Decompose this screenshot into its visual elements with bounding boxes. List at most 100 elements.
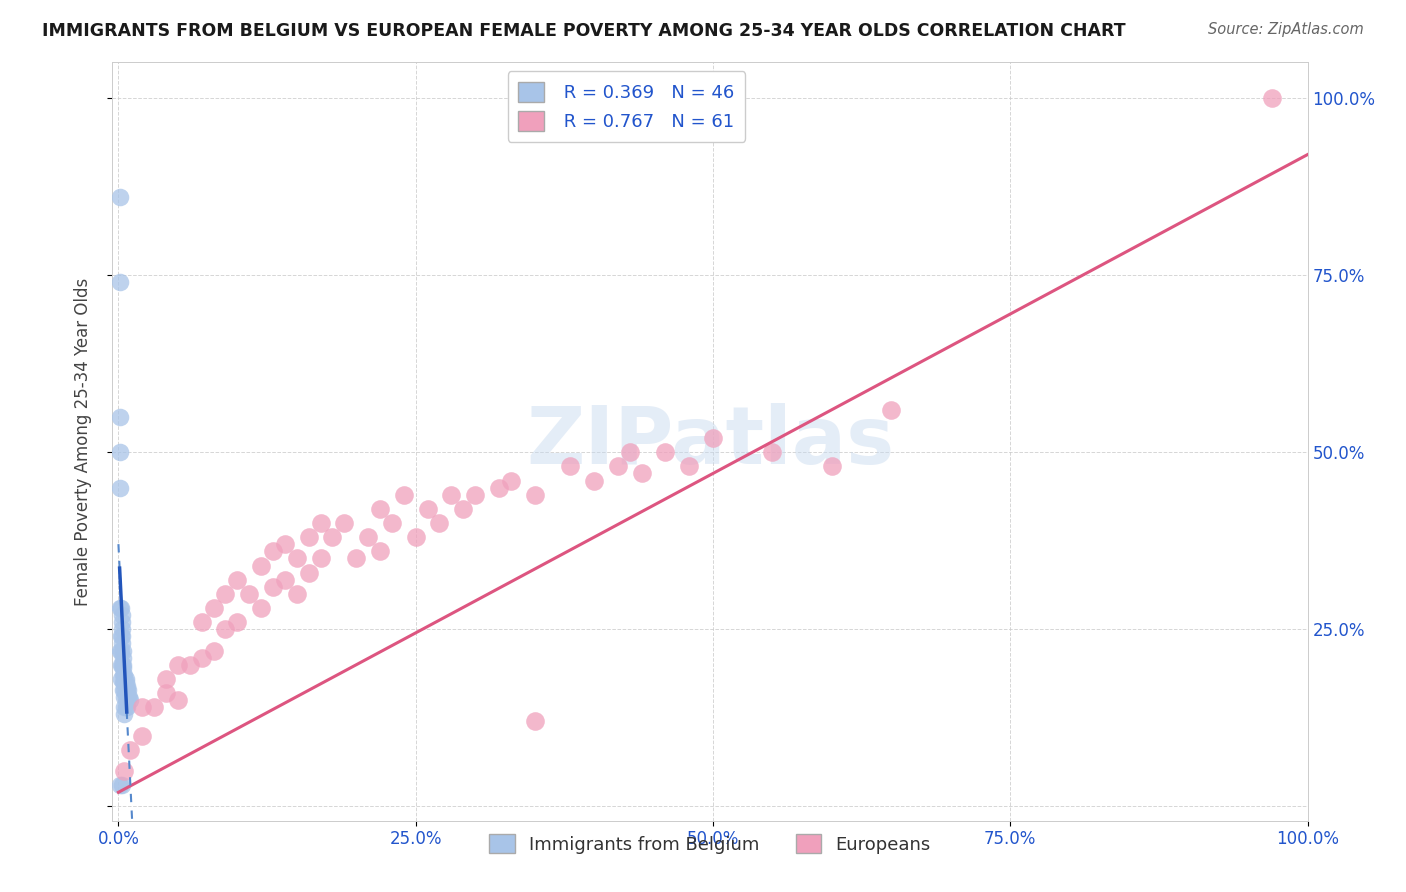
Point bbox=[1261, 91, 1284, 105]
Point bbox=[274, 537, 297, 551]
Point bbox=[111, 778, 134, 792]
Point bbox=[250, 558, 273, 573]
Point bbox=[111, 608, 134, 623]
Point bbox=[118, 690, 141, 704]
Point bbox=[560, 459, 582, 474]
Point bbox=[108, 643, 131, 657]
Point bbox=[238, 587, 260, 601]
Point bbox=[880, 402, 903, 417]
Point bbox=[110, 601, 132, 615]
Point bbox=[143, 700, 166, 714]
Point bbox=[702, 431, 724, 445]
Point bbox=[108, 190, 131, 204]
Point bbox=[115, 690, 138, 704]
Point bbox=[108, 601, 131, 615]
Point bbox=[110, 643, 132, 657]
Point bbox=[114, 690, 136, 704]
Point bbox=[112, 650, 135, 665]
Point bbox=[111, 623, 134, 637]
Point bbox=[654, 445, 676, 459]
Point bbox=[167, 657, 190, 672]
Point bbox=[309, 551, 332, 566]
Point bbox=[214, 587, 236, 601]
Point bbox=[285, 587, 308, 601]
Point bbox=[167, 693, 190, 707]
Point bbox=[112, 657, 135, 672]
Point bbox=[112, 661, 135, 675]
Point bbox=[392, 488, 415, 502]
Point bbox=[190, 615, 212, 630]
Point bbox=[761, 445, 783, 459]
Point bbox=[114, 675, 136, 690]
Point bbox=[274, 573, 297, 587]
Point bbox=[499, 474, 522, 488]
Point bbox=[112, 682, 135, 697]
Point bbox=[108, 275, 131, 289]
Point bbox=[619, 445, 641, 459]
Point bbox=[110, 629, 132, 643]
Point bbox=[114, 682, 136, 697]
Text: Source: ZipAtlas.com: Source: ZipAtlas.com bbox=[1208, 22, 1364, 37]
Point bbox=[309, 516, 332, 530]
Point bbox=[226, 615, 249, 630]
Point bbox=[298, 566, 321, 580]
Point bbox=[112, 675, 135, 690]
Point bbox=[583, 474, 606, 488]
Point bbox=[115, 682, 138, 697]
Point bbox=[112, 643, 135, 657]
Point bbox=[111, 657, 134, 672]
Point bbox=[464, 488, 486, 502]
Point bbox=[226, 573, 249, 587]
Text: IMMIGRANTS FROM BELGIUM VS EUROPEAN FEMALE POVERTY AMONG 25-34 YEAR OLDS CORRELA: IMMIGRANTS FROM BELGIUM VS EUROPEAN FEMA… bbox=[42, 22, 1126, 40]
Text: ZIPatlas: ZIPatlas bbox=[526, 402, 894, 481]
Point bbox=[112, 668, 135, 682]
Point bbox=[108, 481, 131, 495]
Point bbox=[131, 700, 153, 714]
Point bbox=[111, 636, 134, 650]
Legend: Immigrants from Belgium, Europeans: Immigrants from Belgium, Europeans bbox=[482, 827, 938, 861]
Point bbox=[214, 623, 236, 637]
Point bbox=[110, 657, 132, 672]
Point bbox=[488, 481, 510, 495]
Point bbox=[112, 675, 135, 690]
Point bbox=[112, 764, 135, 778]
Point bbox=[262, 580, 284, 594]
Point bbox=[155, 686, 177, 700]
Point bbox=[630, 467, 652, 481]
Point bbox=[108, 778, 131, 792]
Point bbox=[523, 714, 546, 729]
Point bbox=[298, 530, 321, 544]
Point bbox=[111, 629, 134, 643]
Point bbox=[115, 700, 138, 714]
Y-axis label: Female Poverty Among 25-34 Year Olds: Female Poverty Among 25-34 Year Olds bbox=[73, 277, 91, 606]
Point bbox=[202, 643, 225, 657]
Point bbox=[429, 516, 451, 530]
Point bbox=[131, 729, 153, 743]
Point bbox=[368, 544, 391, 558]
Point bbox=[381, 516, 404, 530]
Point bbox=[368, 501, 391, 516]
Point bbox=[523, 488, 546, 502]
Point bbox=[114, 672, 136, 686]
Point bbox=[678, 459, 700, 474]
Point bbox=[117, 690, 139, 704]
Point bbox=[112, 668, 135, 682]
Point bbox=[321, 530, 343, 544]
Point bbox=[250, 601, 273, 615]
Point bbox=[821, 459, 844, 474]
Point bbox=[112, 682, 135, 697]
Point bbox=[108, 409, 131, 424]
Point bbox=[440, 488, 463, 502]
Point bbox=[117, 682, 139, 697]
Point bbox=[202, 601, 225, 615]
Point bbox=[190, 650, 212, 665]
Point bbox=[111, 615, 134, 630]
Point bbox=[112, 700, 135, 714]
Point bbox=[344, 551, 367, 566]
Point bbox=[108, 445, 131, 459]
Point bbox=[285, 551, 308, 566]
Point bbox=[262, 544, 284, 558]
Point bbox=[179, 657, 201, 672]
Point bbox=[115, 679, 138, 693]
Point bbox=[110, 672, 132, 686]
